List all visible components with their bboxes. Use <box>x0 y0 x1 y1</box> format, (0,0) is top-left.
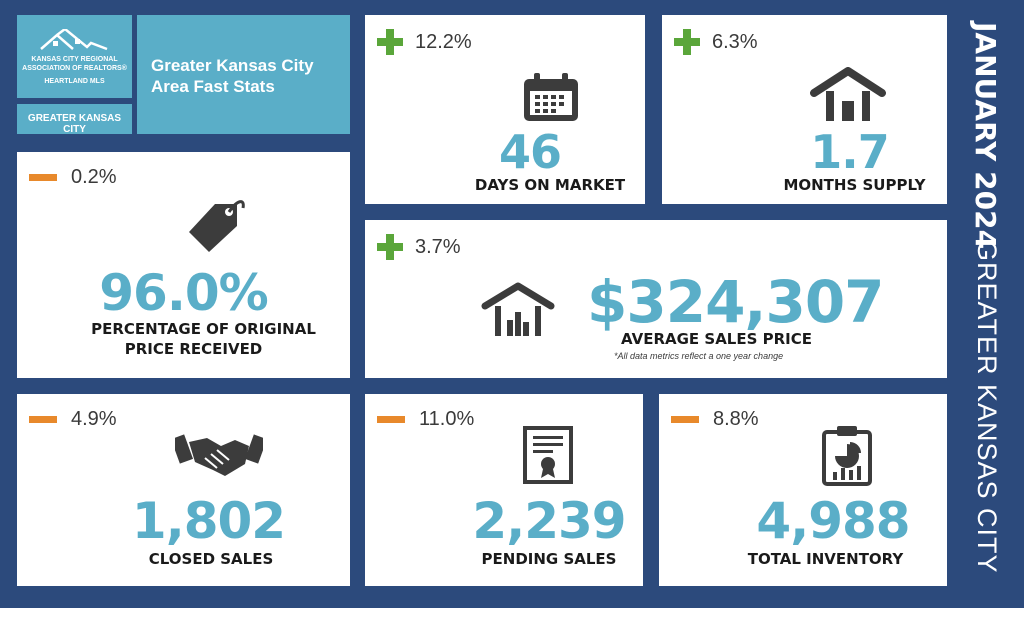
calendar-icon <box>524 73 578 121</box>
change-value: 4.9% <box>71 408 117 430</box>
title-line-1: Greater Kansas City <box>151 56 314 75</box>
logo-tile: KANSAS CITY REGIONAL ASSOCIATION OF REAL… <box>17 15 132 98</box>
area-heading: GREATER KANSAS CITY <box>972 240 1002 574</box>
title-line-2: Area Fast Stats <box>151 77 275 96</box>
change-indicator: 12.2% <box>377 29 472 55</box>
closed-sales-card: 4.9% 1,802 CLOSED SALES <box>17 394 350 586</box>
pct-original-card: 0.2% 96.0% PERCENTAGE OF ORIGINAL PRICE … <box>17 152 350 378</box>
change-value: 6.3% <box>712 30 758 53</box>
change-value: 3.7% <box>415 235 461 258</box>
change-indicator: 11.0% <box>377 408 474 431</box>
plus-icon <box>674 29 700 55</box>
stat-value: 2,239 <box>472 492 626 550</box>
minus-icon <box>671 416 699 423</box>
pending-sales-card: 11.0% 2,239 PENDING SALES <box>365 394 643 586</box>
change-indicator: 6.3% <box>674 29 758 55</box>
change-indicator: 0.2% <box>29 166 117 189</box>
stat-label: CLOSED SALES <box>148 550 274 568</box>
area-tag: GREATER KANSAS CITY <box>27 113 122 135</box>
logo-line-3: HEARTLAND MLS <box>44 78 105 85</box>
stat-value: 96.0% <box>99 264 268 322</box>
total-inventory-card: 8.8% 4,988 TOTAL INVENTORY <box>659 394 947 586</box>
area-tag-tile: GREATER KANSAS CITY <box>17 104 132 135</box>
minus-icon <box>29 174 57 181</box>
logo-line-2: ASSOCIATION OF REALTORS® <box>22 65 127 72</box>
footnote: *All data metrics reflect a one year cha… <box>614 351 784 361</box>
change-value: 8.8% <box>713 408 759 430</box>
months-supply-card: 6.3% 1.7 MONTHS SUPPLY <box>662 15 947 204</box>
plus-icon <box>377 234 403 260</box>
stat-label: DAYS ON MARKET <box>474 176 626 194</box>
house-icon <box>810 67 886 121</box>
change-value: 0.2% <box>71 166 117 188</box>
stat-value: 46 <box>498 125 562 179</box>
handshake-icon <box>175 434 263 476</box>
houses-logo-icon <box>40 29 108 51</box>
stat-label: MONTHS SUPPLY <box>783 176 926 194</box>
house-chart-icon <box>481 282 555 336</box>
stat-value: 1.7 <box>810 125 890 179</box>
avg-price-card: 3.7% $324,307 AVERAGE SALES PRICE *All d… <box>365 220 947 378</box>
change-value: 11.0% <box>419 408 475 430</box>
stat-label: PENDING SALES <box>481 550 617 568</box>
minus-icon <box>377 416 405 423</box>
certificate-icon <box>523 426 573 484</box>
title-tile: Greater Kansas City Area Fast Stats <box>137 15 350 134</box>
change-indicator: 8.8% <box>671 408 759 431</box>
stat-label: AVERAGE SALES PRICE <box>621 330 813 348</box>
change-indicator: 4.9% <box>29 408 117 431</box>
minus-icon <box>29 416 57 423</box>
change-indicator: 3.7% <box>377 234 461 260</box>
stat-value: 4,988 <box>756 492 910 550</box>
stat-value: 1,802 <box>131 492 286 550</box>
stat-label: TOTAL INVENTORY <box>747 550 904 568</box>
month-heading: JANUARY 2024 <box>969 22 1002 250</box>
price-tag-icon <box>189 200 245 252</box>
plus-icon <box>377 29 403 55</box>
stat-label-line-1: PERCENTAGE OF ORIGINAL <box>91 320 316 338</box>
logo-line-1: KANSAS CITY REGIONAL <box>31 56 118 63</box>
clipboard-chart-icon <box>822 426 872 486</box>
stat-label-line-2: PRICE RECEIVED <box>124 340 263 358</box>
days-on-market-card: 12.2% 46 DAYS ON MARKET <box>365 15 645 204</box>
stat-value: $324,307 <box>587 268 885 336</box>
change-value: 12.2% <box>415 30 472 53</box>
